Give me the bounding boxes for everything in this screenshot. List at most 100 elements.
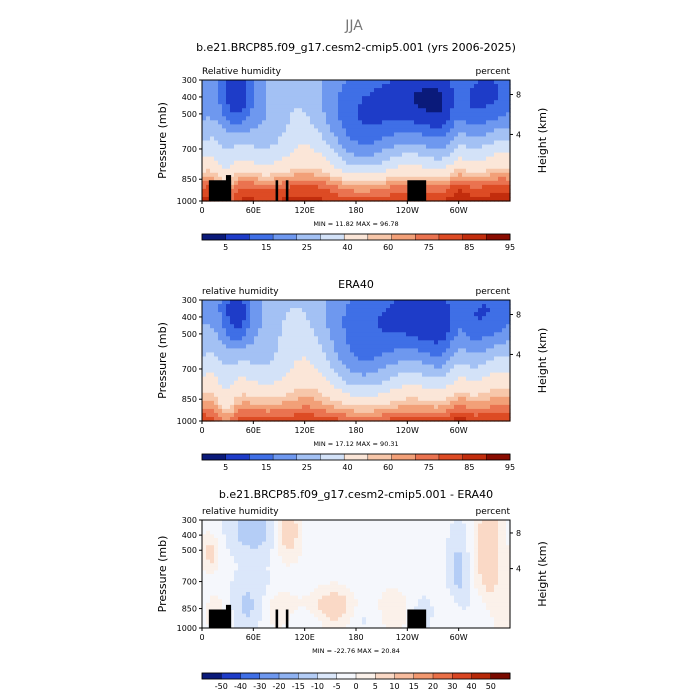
heatmap-cell xyxy=(294,388,299,394)
heatmap-cell xyxy=(334,192,339,198)
heatmap-cell xyxy=(494,388,499,394)
heatmap-cell xyxy=(410,112,415,117)
heatmap-cell xyxy=(278,100,283,105)
heatmap-cell xyxy=(258,340,263,345)
heatmap-cell xyxy=(290,376,295,382)
heatmap-cell xyxy=(342,416,347,422)
heatmap-cell xyxy=(202,156,207,162)
heatmap-cell xyxy=(326,192,331,198)
heatmap-cell xyxy=(442,344,447,349)
y-tick-label: 700 xyxy=(182,365,197,374)
heatmap-cell xyxy=(250,392,255,398)
heatmap-cell xyxy=(306,124,311,129)
heatmap-cell xyxy=(210,388,215,394)
heatmap-cell xyxy=(354,416,359,422)
heatmap-cell xyxy=(222,541,227,546)
heatmap-cell xyxy=(438,396,443,402)
heatmap-cell xyxy=(442,336,447,341)
heatmap-cell xyxy=(286,352,291,358)
heatmap-cell xyxy=(202,192,207,198)
y-tick-label: 700 xyxy=(182,145,197,154)
heatmap-cell xyxy=(410,340,415,345)
heatmap-cell xyxy=(438,184,443,190)
heatmap-cell xyxy=(318,396,323,402)
heatmap-cell xyxy=(406,96,411,101)
heatmap-cell xyxy=(382,168,387,174)
heatmap-cell xyxy=(242,164,247,170)
heatmap-cell xyxy=(494,88,499,93)
heatmap-cell xyxy=(278,344,283,349)
heatmap-cell xyxy=(266,180,271,186)
heatmap-cell xyxy=(226,566,231,571)
heatmap-cell xyxy=(358,392,363,398)
heatmap-cell xyxy=(306,168,311,174)
heatmap-cell xyxy=(474,132,479,138)
heatmap-cell xyxy=(362,172,367,178)
heatmap-cell xyxy=(378,180,383,186)
heatmap-cell xyxy=(294,192,299,198)
heatmap-cell xyxy=(382,372,387,378)
heatmap-cell xyxy=(370,80,375,85)
heatmap-cell xyxy=(294,176,299,182)
heatmap-cell xyxy=(506,136,511,142)
heatmap-cell xyxy=(278,92,283,97)
heatmap-cell xyxy=(506,124,511,129)
heatmap-cell xyxy=(442,412,447,418)
heatmap-cell xyxy=(230,120,235,125)
colorbar-swatch xyxy=(438,453,464,461)
heatmap-cell xyxy=(218,368,223,374)
heatmap-cell xyxy=(350,340,355,345)
heatmap-cell xyxy=(474,408,479,414)
heatmap-cell xyxy=(358,404,363,410)
heatmap-cell xyxy=(330,140,335,146)
heatmap-cell xyxy=(378,88,383,93)
heatmap-cell xyxy=(250,100,255,105)
heatmap-cell xyxy=(274,396,279,402)
heatmap-cell xyxy=(302,128,307,134)
heatmap-cell xyxy=(394,164,399,170)
heatmap-cell xyxy=(454,160,459,166)
heatmap-cell xyxy=(354,136,359,142)
heatmap-cell xyxy=(402,180,407,186)
heatmap-cell xyxy=(302,176,307,182)
heatmap-cell xyxy=(458,364,463,370)
heatmap-cell xyxy=(234,332,239,337)
heatmap-cell xyxy=(230,340,235,345)
heatmap-cell xyxy=(202,559,207,564)
heatmap-cell xyxy=(314,168,319,174)
heatmap-cell xyxy=(310,140,315,146)
heatmap-cell xyxy=(382,124,387,129)
heatmap-cell xyxy=(314,308,319,313)
heatmap-cell xyxy=(330,100,335,105)
heatmap-cell xyxy=(466,140,471,146)
heatmap-cell xyxy=(454,388,459,394)
heatmap-cell xyxy=(414,304,419,309)
heatmap-cell xyxy=(458,380,463,386)
heatmap-cell xyxy=(478,100,483,105)
heatmap-cell xyxy=(242,136,247,142)
heatmap-cell xyxy=(250,172,255,178)
heatmap-cell xyxy=(250,164,255,170)
heatmap-cell xyxy=(458,92,463,97)
heatmap-cell xyxy=(410,128,415,134)
heatmap-cell xyxy=(246,376,251,382)
heatmap-cell xyxy=(230,184,235,190)
heatmap-cell xyxy=(270,112,275,117)
heatmap-cell xyxy=(430,180,435,186)
heatmap-cell xyxy=(230,312,235,317)
heatmap-cell xyxy=(266,160,271,166)
heatmap-cell xyxy=(374,356,379,362)
heatmap-cell xyxy=(270,320,275,325)
heatmap-cell xyxy=(454,156,459,162)
heatmap-cell xyxy=(282,384,287,390)
heatmap-cell xyxy=(466,196,471,202)
colorbar-swatch xyxy=(272,233,298,241)
heatmap-cell xyxy=(474,356,479,362)
heatmap-cell xyxy=(322,364,327,370)
heatmap-cell xyxy=(458,368,463,374)
heatmap-cell xyxy=(490,308,495,313)
heatmap-cell xyxy=(442,140,447,146)
heatmap-cell xyxy=(334,152,339,158)
heatmap-cell xyxy=(306,344,311,349)
heatmap-cell xyxy=(458,116,463,121)
